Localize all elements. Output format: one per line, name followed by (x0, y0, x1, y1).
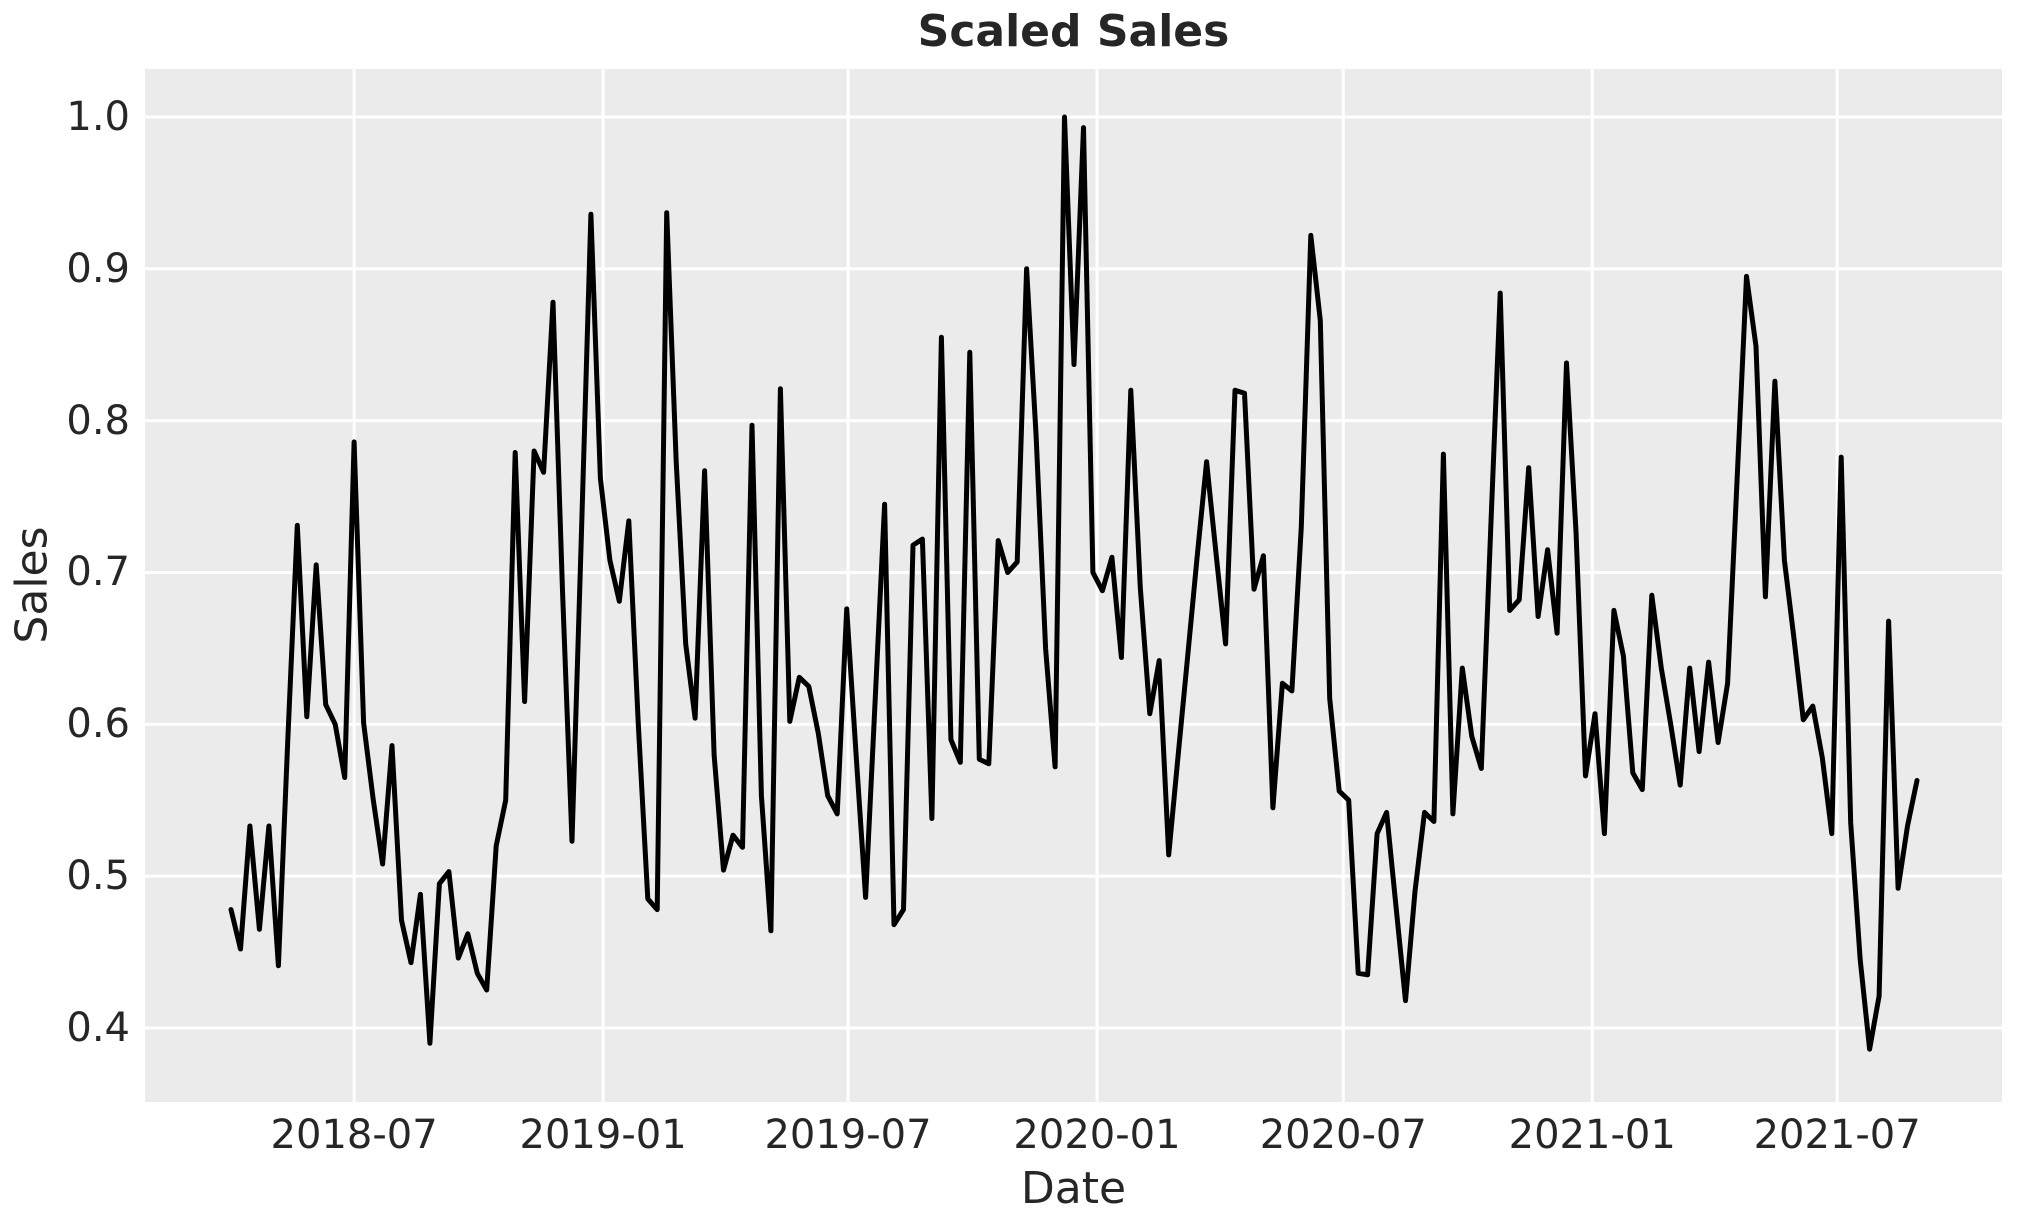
y-axis-title: Sales (6, 526, 58, 644)
x-tick-label: 2020-01 (1013, 1112, 1181, 1158)
chart-title: Scaled Sales (917, 6, 1230, 57)
x-tick-label: 2019-01 (519, 1112, 687, 1158)
x-tick-label: 2020-07 (1259, 1112, 1427, 1158)
y-tick-label: 0.8 (66, 397, 130, 444)
plot-area (145, 69, 2002, 1102)
x-tick-label: 2021-07 (1753, 1112, 1921, 1158)
sales-line-plot (145, 69, 2002, 1102)
y-tick-label: 0.4 (66, 1004, 130, 1051)
y-tick-label: 0.5 (66, 853, 130, 900)
x-tick-label: 2019-07 (764, 1112, 932, 1158)
y-tick-label: 0.7 (66, 549, 130, 596)
y-tick-label: 0.9 (66, 245, 130, 292)
y-tick-label: 0.6 (66, 701, 130, 748)
sales-series-line (228, 114, 1920, 1052)
x-axis-title: Date (1020, 1163, 1127, 1214)
y-tick-label: 1.0 (66, 94, 130, 140)
x-tick-label: 2018-07 (270, 1112, 438, 1158)
x-tick-label: 2021-01 (1508, 1112, 1676, 1158)
